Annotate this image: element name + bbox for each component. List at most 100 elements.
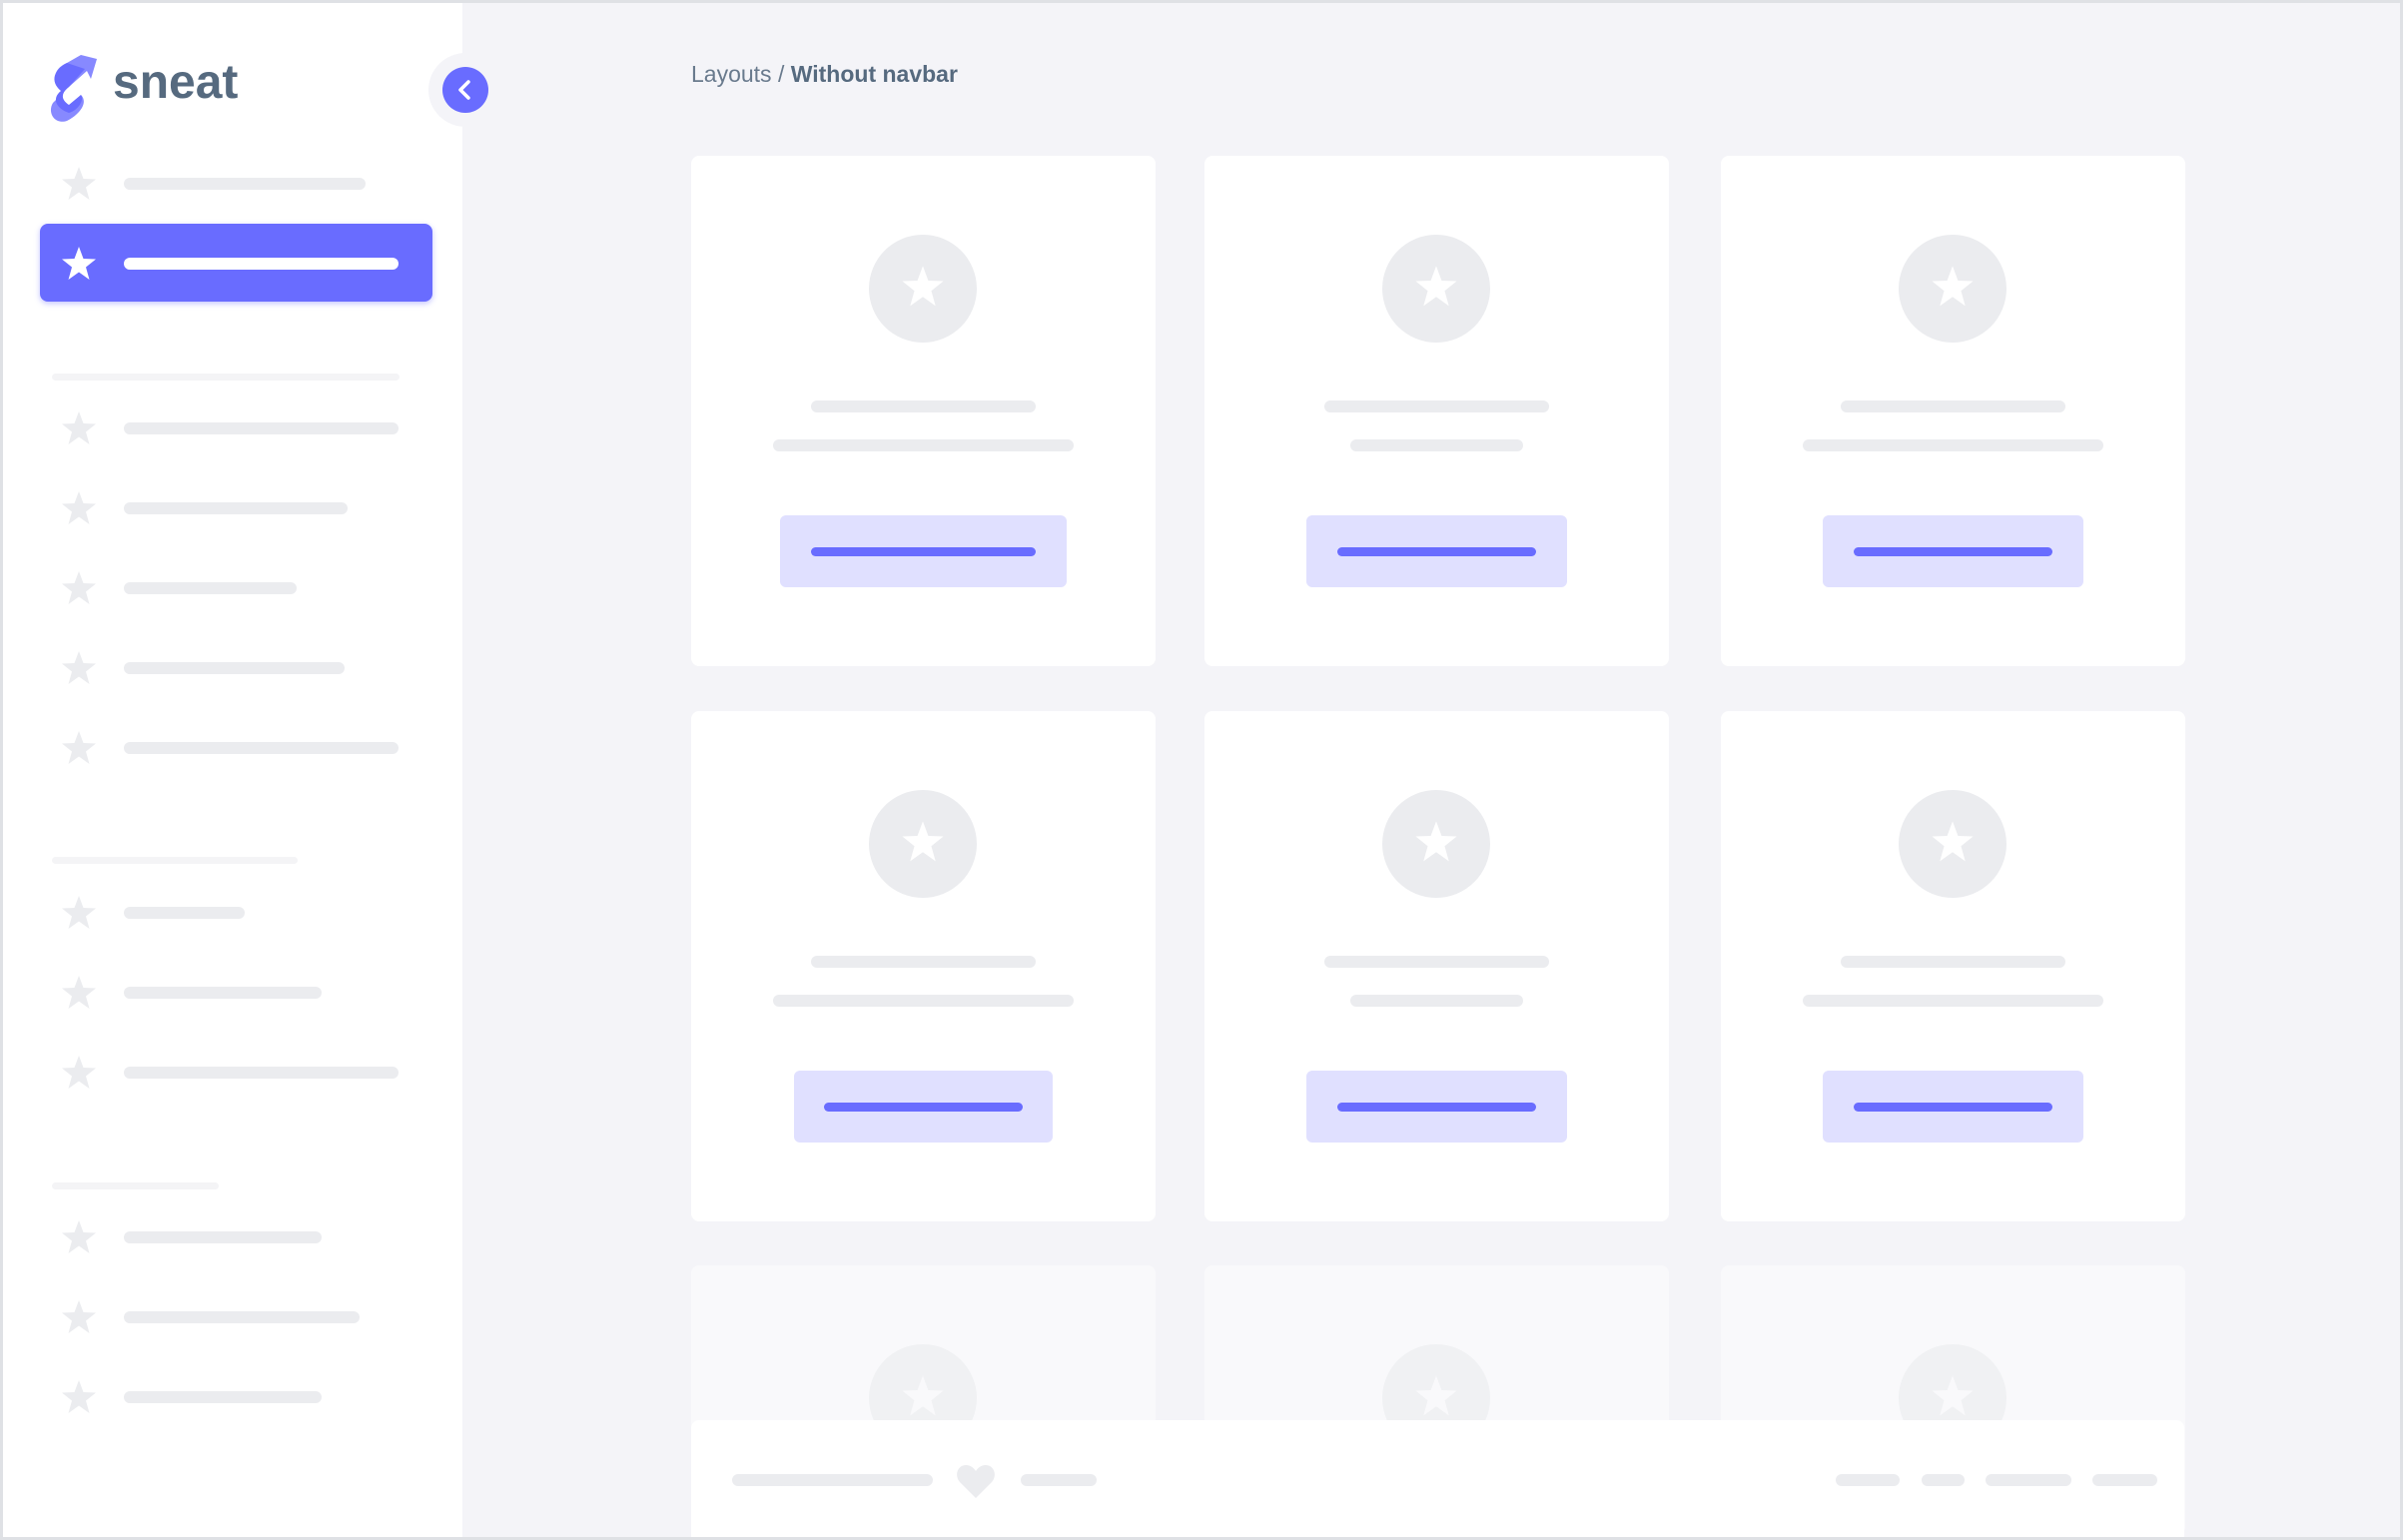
sidebar-item-label-placeholder [124, 582, 297, 594]
sidebar-item[interactable] [3, 408, 462, 448]
card-avatar [1899, 790, 2006, 898]
sidebar-item-label-placeholder [124, 502, 348, 514]
card-button-label-placeholder [811, 547, 1036, 556]
card-title-placeholder [1324, 400, 1549, 412]
collapse-sidebar-button[interactable] [442, 67, 488, 113]
sidebar-item-label-placeholder [124, 178, 366, 190]
card-title-placeholder [811, 956, 1036, 968]
footer-link-placeholder[interactable] [1836, 1474, 1900, 1486]
card-button[interactable] [1306, 515, 1567, 587]
brand-name: sneat [113, 56, 239, 109]
star-icon [1413, 819, 1459, 870]
sidebar-section-header [52, 374, 400, 381]
sidebar-item[interactable] [3, 568, 462, 608]
star-icon [1930, 264, 1976, 315]
card-text-placeholder [773, 439, 1074, 451]
star-icon [60, 165, 98, 203]
footer [691, 1420, 2184, 1537]
breadcrumb-separator: / [771, 61, 791, 87]
sidebar-item[interactable] [3, 488, 462, 528]
card-text-placeholder [773, 995, 1074, 1007]
heart-icon [957, 1465, 995, 1498]
sidebar-item-label-placeholder [124, 422, 399, 434]
card-avatar [869, 790, 977, 898]
star-icon [60, 489, 98, 527]
star-icon [60, 1378, 98, 1416]
sidebar-item-label-placeholder [124, 742, 399, 754]
card-avatar [1382, 235, 1490, 343]
sidebar-item[interactable] [3, 1297, 462, 1337]
card [1721, 156, 2185, 666]
star-icon [60, 1054, 98, 1092]
card-button-label-placeholder [824, 1103, 1023, 1112]
star-icon [60, 1218, 98, 1256]
sidebar-item[interactable] [3, 1377, 462, 1417]
star-icon [60, 729, 98, 767]
sidebar-item[interactable] [3, 164, 462, 204]
sidebar-item-active-content[interactable] [3, 244, 462, 284]
sidebar-item-label-placeholder [124, 258, 399, 270]
card-avatar [1382, 790, 1490, 898]
breadcrumb-current: Without navbar [790, 61, 958, 87]
footer-link-placeholder[interactable] [1021, 1474, 1097, 1486]
card-button-label-placeholder [1337, 547, 1536, 556]
card-button[interactable] [1306, 1071, 1567, 1143]
card-button[interactable] [1823, 1071, 2083, 1143]
breadcrumb-parent[interactable]: Layouts [691, 61, 772, 87]
sidebar-section-header [52, 857, 298, 864]
card-button[interactable] [780, 515, 1067, 587]
logo[interactable] [47, 51, 107, 123]
card-title-placeholder [811, 400, 1036, 412]
sidebar-item-label-placeholder [124, 1391, 322, 1403]
star-icon [1413, 1373, 1459, 1424]
star-icon [60, 649, 98, 687]
footer-link-placeholder[interactable] [1986, 1474, 2071, 1486]
card [1721, 711, 2185, 1221]
sidebar-item[interactable] [3, 1217, 462, 1257]
star-icon [900, 819, 946, 870]
card-button[interactable] [794, 1071, 1053, 1143]
card-title-placeholder [1841, 956, 2065, 968]
breadcrumb: Layouts / Without navbar [691, 61, 958, 88]
sidebar-item[interactable] [3, 893, 462, 933]
star-icon [60, 894, 98, 932]
footer-link-placeholder[interactable] [2092, 1474, 2157, 1486]
sidebar: sneat [3, 3, 462, 1537]
footer-text-placeholder [732, 1474, 933, 1486]
card-title-placeholder [1841, 400, 2065, 412]
card [691, 711, 1156, 1221]
sidebar-item[interactable] [3, 728, 462, 768]
card-button-label-placeholder [1337, 1103, 1536, 1112]
star-icon [1930, 819, 1976, 870]
star-icon [900, 264, 946, 315]
sidebar-item-label-placeholder [124, 987, 322, 999]
card-text-placeholder [1803, 995, 2103, 1007]
card-button-label-placeholder [1854, 547, 2052, 556]
star-icon [1930, 1373, 1976, 1424]
card-text-placeholder [1803, 439, 2103, 451]
star-icon [1413, 264, 1459, 315]
sidebar-item-label-placeholder [124, 1231, 322, 1243]
card-text-placeholder [1350, 439, 1523, 451]
sidebar-item-label-placeholder [124, 1311, 360, 1323]
star-icon [60, 245, 98, 283]
card [1204, 711, 1669, 1221]
star-icon [900, 1373, 946, 1424]
sidebar-item[interactable] [3, 1053, 462, 1093]
sneat-logo-icon [50, 55, 97, 122]
card-button[interactable] [1823, 515, 2083, 587]
card-avatar [1899, 235, 2006, 343]
footer-link-placeholder[interactable] [1922, 1474, 1965, 1486]
card-title-placeholder [1324, 956, 1549, 968]
card [691, 156, 1156, 666]
sidebar-item[interactable] [3, 648, 462, 688]
sidebar-item-label-placeholder [124, 1067, 399, 1079]
star-icon [60, 974, 98, 1012]
card-button-label-placeholder [1854, 1103, 2052, 1112]
sidebar-item-label-placeholder [124, 907, 245, 919]
card-text-placeholder [1350, 995, 1523, 1007]
sidebar-item[interactable] [3, 973, 462, 1013]
star-icon [60, 569, 98, 607]
star-icon [60, 409, 98, 447]
